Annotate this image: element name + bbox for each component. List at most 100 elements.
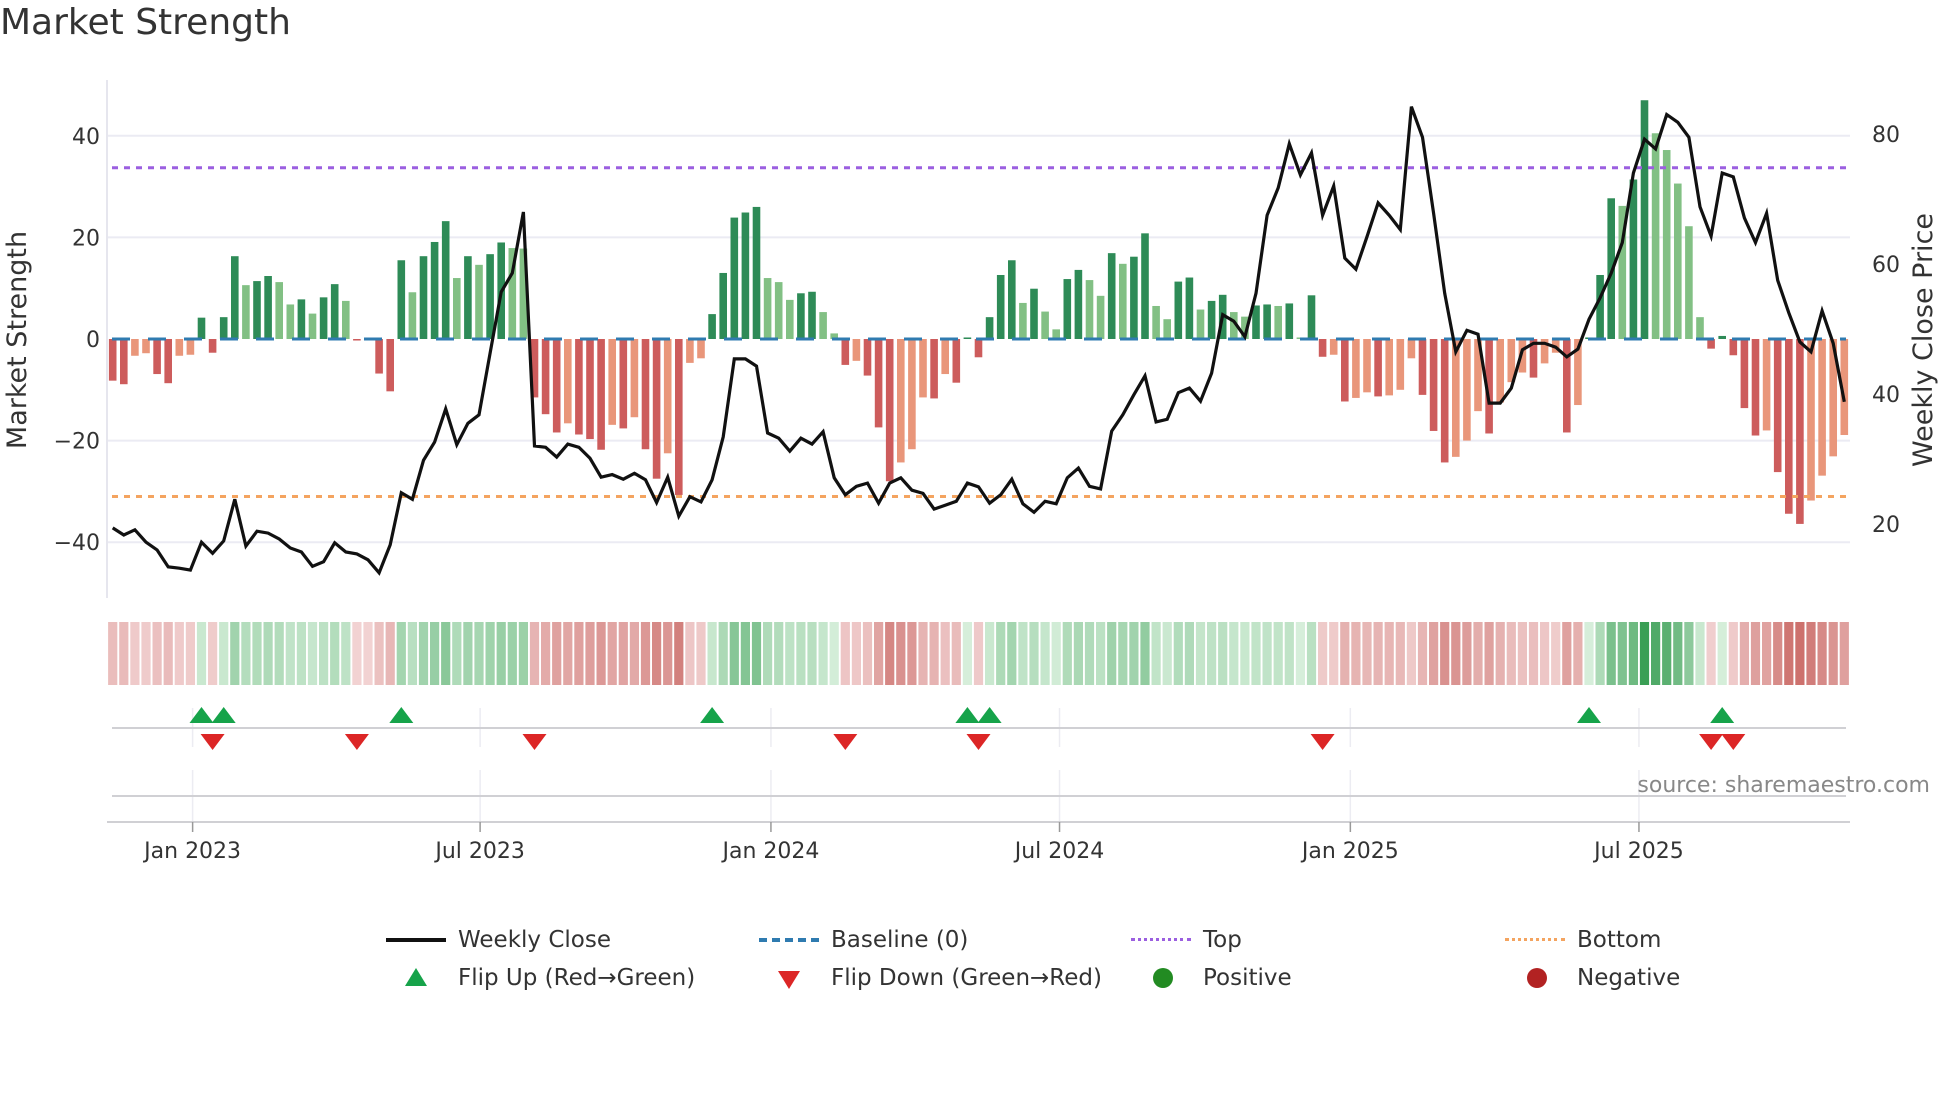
bar-negative — [1363, 339, 1371, 393]
heatmap-cell — [574, 622, 584, 685]
heatmap-cell — [319, 622, 329, 685]
heatmap-cell — [1351, 622, 1361, 685]
bar-negative — [852, 339, 861, 361]
flip-up-marker — [189, 707, 214, 723]
heatmap-cell — [1395, 622, 1405, 685]
bar-positive — [1629, 179, 1638, 339]
bar-negative — [175, 339, 184, 356]
heatmap-cell — [862, 622, 873, 685]
heatmap-cell — [829, 622, 839, 685]
bar-positive — [774, 282, 783, 339]
legend-weekly-close[interactable]: Weekly Close — [386, 925, 611, 955]
heatmap-cell — [1773, 622, 1783, 685]
bar-negative — [1796, 339, 1804, 524]
dotted-line-swatch-icon — [1131, 925, 1191, 955]
axes: 40 20 0 −20 −40 80 60 40 20 Jan 2023 Jul 2023 Jan 2… — [2, 123, 1939, 864]
heatmap-cell — [1229, 622, 1239, 685]
heatmap-cell — [141, 622, 151, 685]
heatmap-cell — [1195, 622, 1206, 685]
bar-negative — [930, 339, 938, 399]
bar-positive — [730, 217, 739, 339]
heatmap-cell — [1173, 622, 1183, 685]
bar-positive — [330, 284, 339, 339]
legend-positive[interactable]: Positive — [1131, 963, 1292, 993]
heatmap-cell — [1495, 622, 1505, 685]
legend-label: Weekly Close — [458, 927, 611, 953]
bar-positive — [1063, 279, 1072, 339]
heatmap-cell — [1429, 622, 1439, 685]
heatmap-cell — [929, 622, 939, 685]
heatmap-cell — [740, 622, 750, 685]
bar-positive — [763, 278, 772, 339]
x-tick-label: Jan 2025 — [1300, 839, 1399, 864]
heatmap-cell — [907, 622, 917, 685]
heatmap-cell — [363, 622, 373, 685]
bar-negative — [619, 339, 628, 429]
bar-positive — [1141, 233, 1149, 339]
bar-positive — [1152, 305, 1160, 339]
heatmap-cell — [1639, 622, 1650, 685]
heatmap-cell — [1240, 622, 1250, 685]
heatmap-cell — [241, 622, 251, 685]
bar-negative — [841, 339, 850, 365]
bar-positive — [1596, 274, 1604, 339]
heatmap-cell — [840, 622, 850, 685]
y2-axis-title: Weekly Close Price — [1908, 213, 1939, 467]
heatmap-cell — [1717, 622, 1727, 685]
heatmap-cell — [274, 622, 284, 685]
bar-negative — [1507, 339, 1516, 383]
bar-positive — [430, 241, 439, 339]
heatmap-cell — [1162, 622, 1172, 685]
bar-negative — [1374, 339, 1382, 397]
y-tick-label: 40 — [72, 125, 100, 150]
heatmap-cell — [418, 622, 429, 685]
bar-positive — [1185, 277, 1194, 339]
heatmap-cell — [652, 622, 662, 685]
bar-positive — [519, 248, 528, 339]
heatmap-cell — [1828, 622, 1838, 685]
legend-bottom[interactable]: Bottom — [1505, 925, 1661, 955]
bar-negative — [530, 339, 539, 398]
bar-negative — [641, 339, 650, 450]
heatmap-cell — [1528, 622, 1539, 685]
heatmap-cell — [552, 622, 562, 685]
bar-positive — [464, 256, 472, 339]
heatmap-cell — [163, 622, 173, 685]
heatmap-cell — [1329, 622, 1339, 685]
gridlines — [106, 80, 1850, 598]
heatmap-cell — [352, 622, 362, 685]
bar-negative — [375, 339, 383, 374]
flip-up-marker — [1577, 707, 1601, 723]
bar-negative — [1807, 339, 1815, 501]
heatmap-cell — [1628, 622, 1638, 685]
heatmap-cell — [1040, 622, 1050, 685]
heatmap-cell — [385, 622, 395, 685]
heatmap-cell — [185, 622, 195, 685]
heatmap-cell — [1306, 622, 1317, 685]
legend-negative[interactable]: Negative — [1505, 963, 1680, 993]
legend-top[interactable]: Top — [1131, 925, 1242, 955]
legend-label: Flip Down (Green→Red) — [831, 965, 1102, 991]
bar-negative — [1318, 339, 1327, 357]
heatmap-cell — [1506, 622, 1516, 685]
legend-label: Flip Up (Red→Green) — [458, 965, 696, 991]
bar-positive — [1130, 256, 1138, 339]
legend-flip-down[interactable]: Flip Down (Green→Red) — [759, 963, 1102, 993]
bar-negative — [1529, 339, 1538, 378]
heatmap-cell — [1728, 622, 1738, 685]
heatmap-cell — [1273, 622, 1283, 685]
heatmap-cell — [718, 622, 728, 685]
bar-positive — [996, 274, 1005, 339]
bar-positive — [1674, 183, 1682, 339]
legend-flip-up[interactable]: Flip Up (Red→Green) — [386, 963, 695, 993]
bar-negative — [1785, 339, 1793, 514]
heatmap-cell — [774, 622, 784, 685]
bar-negative — [1474, 339, 1482, 412]
heatmap-cell — [1795, 622, 1805, 685]
heatmap-cell — [763, 622, 773, 685]
heatmap-cell — [374, 622, 384, 685]
heatmap-cell — [1517, 622, 1527, 685]
legend-baseline[interactable]: Baseline (0) — [759, 925, 968, 955]
heatmap-cell — [1695, 622, 1705, 685]
heatmap-cell — [1062, 622, 1072, 685]
